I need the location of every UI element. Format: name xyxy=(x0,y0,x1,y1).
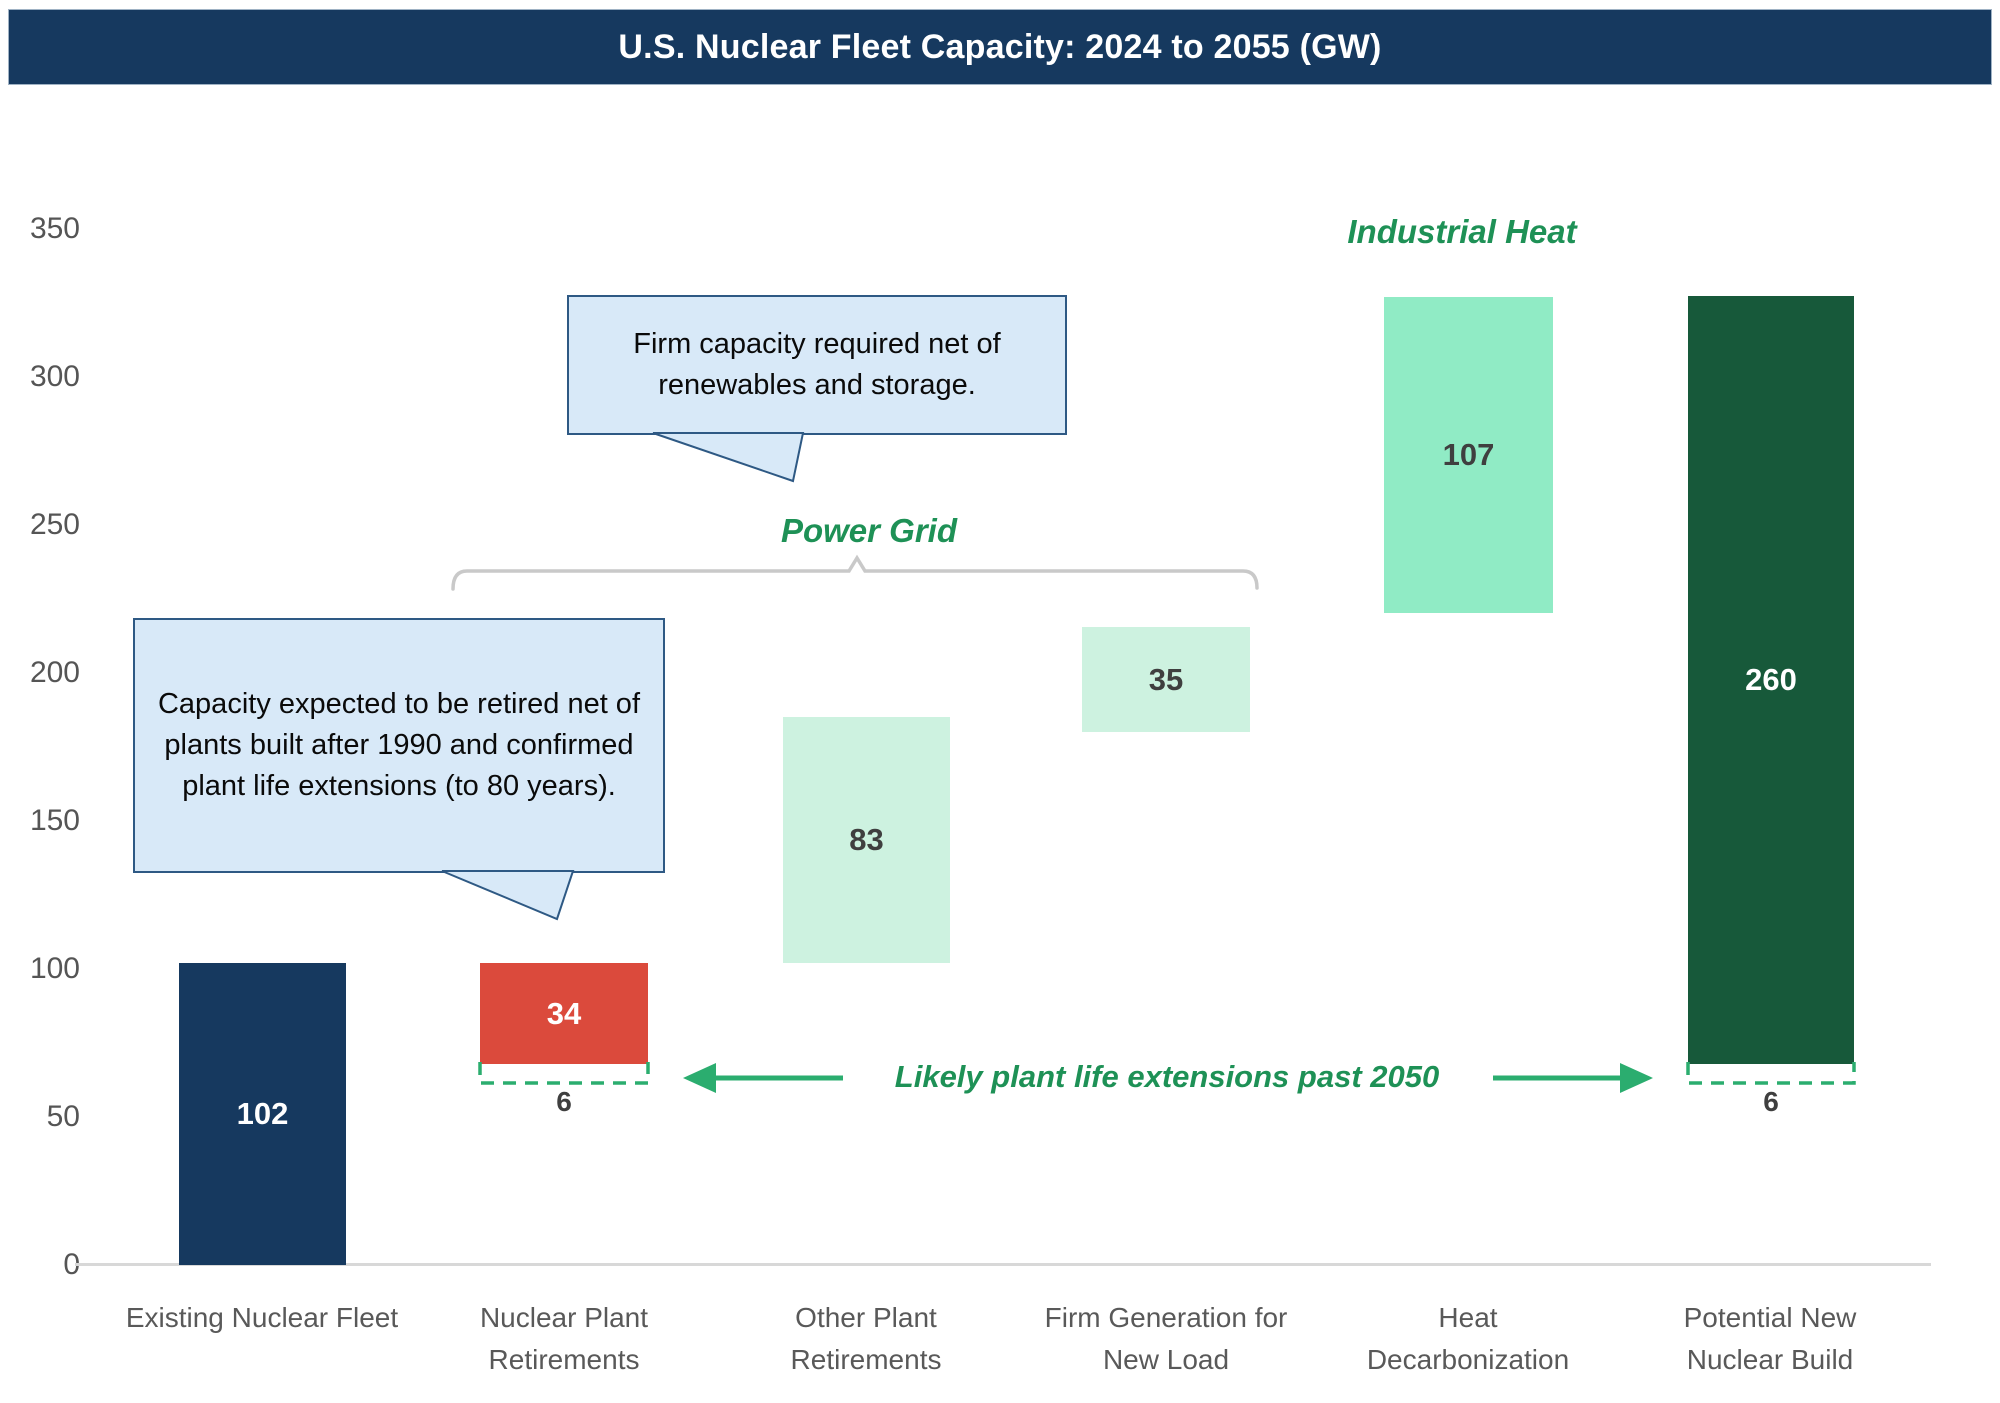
bar-firm-generation-new-load: 35 xyxy=(1082,627,1250,732)
y-tick-150: 150 xyxy=(29,804,80,837)
chart-title-bar: U.S. Nuclear Fleet Capacity: 2024 to 205… xyxy=(8,9,1992,85)
bar-potential-new-nuclear-build: 260 xyxy=(1688,296,1854,1064)
callout-firm-capacity: Firm capacity required net of renewables… xyxy=(567,295,1067,435)
x-label-potential-new-nuclear-build: Potential New Nuclear Build xyxy=(1683,1302,1857,1375)
x-label-nuclear-plant-retirements: Nuclear Plant Retirements xyxy=(479,1302,649,1375)
callout-retirements: Capacity expected to be retired net of p… xyxy=(133,618,665,873)
y-tick-300: 300 xyxy=(29,360,80,393)
x-label-firm-generation-new-load: Firm Generation for New Load xyxy=(1044,1302,1288,1375)
callout-retirements-text: Capacity expected to be retired net of p… xyxy=(157,687,640,803)
life-extensions-label: Likely plant life extensions past 2050 xyxy=(894,1059,1440,1094)
y-tick-250: 250 xyxy=(29,508,80,541)
dashed-segment-nuclear-retirements xyxy=(478,1062,650,1085)
dashed-segment-value-right: 6 xyxy=(1763,1086,1779,1117)
x-label-other-plant-retirements: Other Plant Retirements xyxy=(790,1302,942,1375)
industrial-heat-group-label: Industrial Heat xyxy=(1347,213,1577,250)
left-arrow-head xyxy=(683,1063,716,1093)
bar-value-firm-generation: 35 xyxy=(1148,661,1184,697)
right-arrow-head xyxy=(1620,1063,1653,1093)
y-tick-0: 0 xyxy=(63,1248,80,1281)
bar-heat-decarbonization: 107 xyxy=(1384,297,1553,613)
bar-value-new-nuclear-build: 260 xyxy=(1745,662,1797,697)
bar-value-existing-fleet: 102 xyxy=(236,1096,289,1131)
dashed-segment-new-nuclear-build xyxy=(1686,1062,1856,1085)
y-tick-100: 100 xyxy=(29,952,80,985)
x-label-existing-nuclear-fleet: Existing Nuclear Fleet xyxy=(125,1302,399,1333)
y-tick-350: 350 xyxy=(29,212,80,245)
callout-firm-capacity-text: Firm capacity required net of renewables… xyxy=(633,327,1001,401)
callout-firm-capacity-pointer xyxy=(652,432,805,483)
callout-retirements-pointer xyxy=(441,870,575,921)
x-label-heat-decarbonization: Heat Decarbonization xyxy=(1366,1302,1570,1375)
chart-title: U.S. Nuclear Fleet Capacity: 2024 to 205… xyxy=(618,27,1382,66)
bar-value-nuclear-retirements: 34 xyxy=(546,995,582,1031)
y-tick-200: 200 xyxy=(29,656,80,689)
bar-other-plant-retirements: 83 xyxy=(783,717,950,963)
bar-existing-nuclear-fleet: 102 xyxy=(179,963,346,1265)
x-axis-line xyxy=(75,1263,1931,1266)
power-grid-bracket xyxy=(451,554,1259,591)
bar-value-heat-decarbonization: 107 xyxy=(1442,437,1495,472)
power-grid-group-label: Power Grid xyxy=(780,512,958,549)
dashed-segment-value-left: 6 xyxy=(556,1086,572,1117)
bar-nuclear-plant-retirements: 34 xyxy=(480,963,648,1064)
y-tick-50: 50 xyxy=(46,1100,80,1133)
bar-value-other-retirements: 83 xyxy=(849,822,884,857)
